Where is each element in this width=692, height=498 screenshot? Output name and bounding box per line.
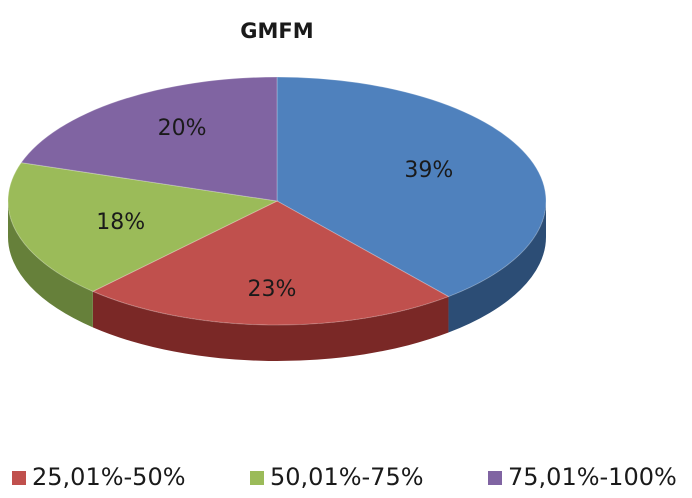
slice-side: [8, 201, 93, 328]
chart-title: GMFM: [240, 19, 313, 43]
data-label: 18%: [96, 210, 145, 235]
legend-label: 25,01%-50%: [32, 463, 186, 491]
legend-swatch: [488, 471, 502, 485]
legend-swatch: [12, 471, 26, 485]
legend-label: 50,01%-75%: [270, 463, 424, 491]
slice-side: [448, 201, 546, 333]
slice: [20, 76, 278, 202]
data-label: 20%: [158, 116, 207, 141]
data-label: 39%: [404, 158, 453, 183]
slice-side: [92, 291, 449, 361]
slice: [7, 162, 279, 292]
data-label: 23%: [247, 277, 296, 302]
slice: [276, 76, 547, 298]
legend-label: 75,01%-100%: [508, 463, 677, 491]
legend-swatch: [250, 471, 264, 485]
slice: [91, 200, 450, 326]
